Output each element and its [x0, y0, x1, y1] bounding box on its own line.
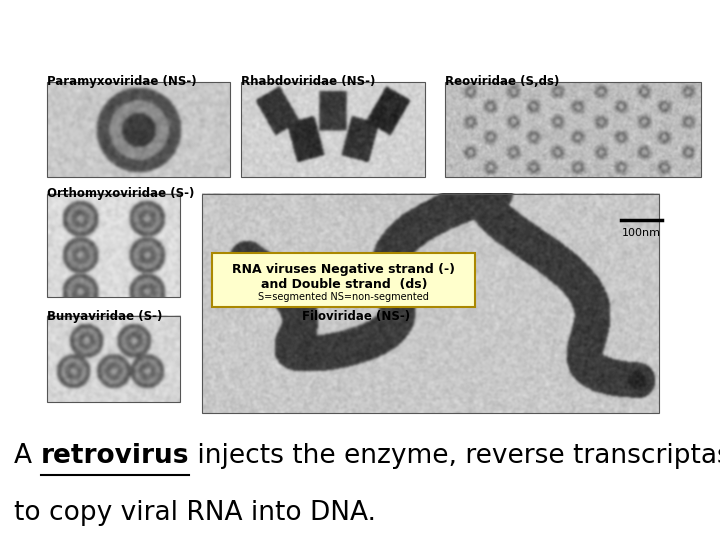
Text: to copy viral RNA into DNA.: to copy viral RNA into DNA.	[14, 500, 377, 525]
Bar	[47, 194, 180, 297]
Bar	[47, 316, 180, 402]
Text: S=segmented NS=non-segmented: S=segmented NS=non-segmented	[258, 292, 429, 302]
Bar	[47, 82, 230, 177]
Text: Paramyxoviridae (NS-): Paramyxoviridae (NS-)	[47, 75, 197, 88]
Bar	[202, 194, 659, 413]
Bar	[445, 82, 701, 177]
Text: A: A	[14, 443, 41, 469]
Text: Bunyaviridae (S-): Bunyaviridae (S-)	[47, 309, 162, 322]
Text: Rhabdoviridae (NS-): Rhabdoviridae (NS-)	[241, 75, 376, 88]
Text: and Double strand  (ds): and Double strand (ds)	[261, 278, 427, 291]
Bar	[241, 82, 425, 177]
Text: Filoviridae (NS-): Filoviridae (NS-)	[302, 309, 410, 322]
Text: 100nm: 100nm	[622, 228, 661, 238]
FancyBboxPatch shape	[212, 253, 475, 307]
Text: Orthomyxoviridae (S-): Orthomyxoviridae (S-)	[47, 187, 194, 200]
Text: Reoviridae (S,ds): Reoviridae (S,ds)	[445, 75, 559, 88]
Text: retrovirus: retrovirus	[41, 443, 189, 469]
Text: injects the enzyme, reverse transcriptase into the cell: injects the enzyme, reverse transcriptas…	[189, 443, 720, 469]
Text: RNA viruses Negative strand (-): RNA viruses Negative strand (-)	[233, 262, 455, 275]
